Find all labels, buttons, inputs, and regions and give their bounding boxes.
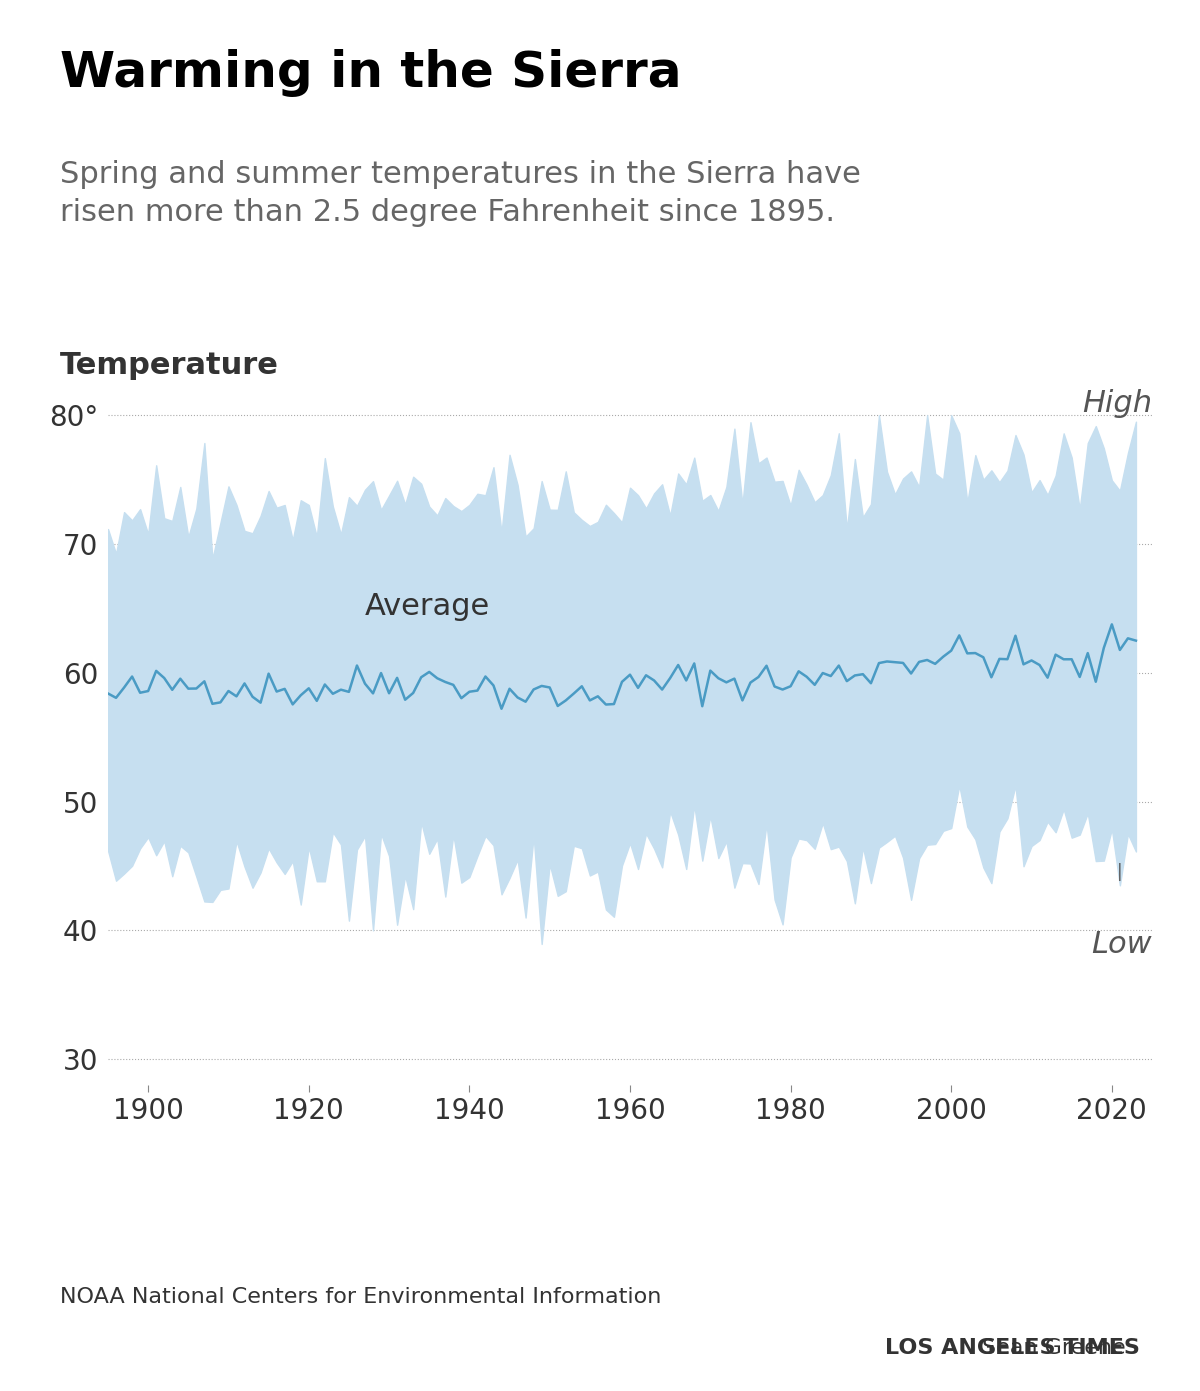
Text: Sean Greene: Sean Greene (982, 1338, 1140, 1358)
Text: NOAA National Centers for Environmental Information: NOAA National Centers for Environmental … (60, 1287, 661, 1306)
Text: LOS ANGELES TIMES: LOS ANGELES TIMES (886, 1338, 1140, 1358)
Text: Average: Average (365, 593, 491, 620)
Text: Warming in the Sierra: Warming in the Sierra (60, 49, 682, 97)
Text: Spring and summer temperatures in the Sierra have
risen more than 2.5 degree Fah: Spring and summer temperatures in the Si… (60, 160, 860, 227)
Text: Temperature: Temperature (60, 351, 278, 380)
Text: High: High (1082, 389, 1152, 419)
Text: |: | (1117, 864, 1123, 882)
Text: Low: Low (1091, 931, 1152, 960)
